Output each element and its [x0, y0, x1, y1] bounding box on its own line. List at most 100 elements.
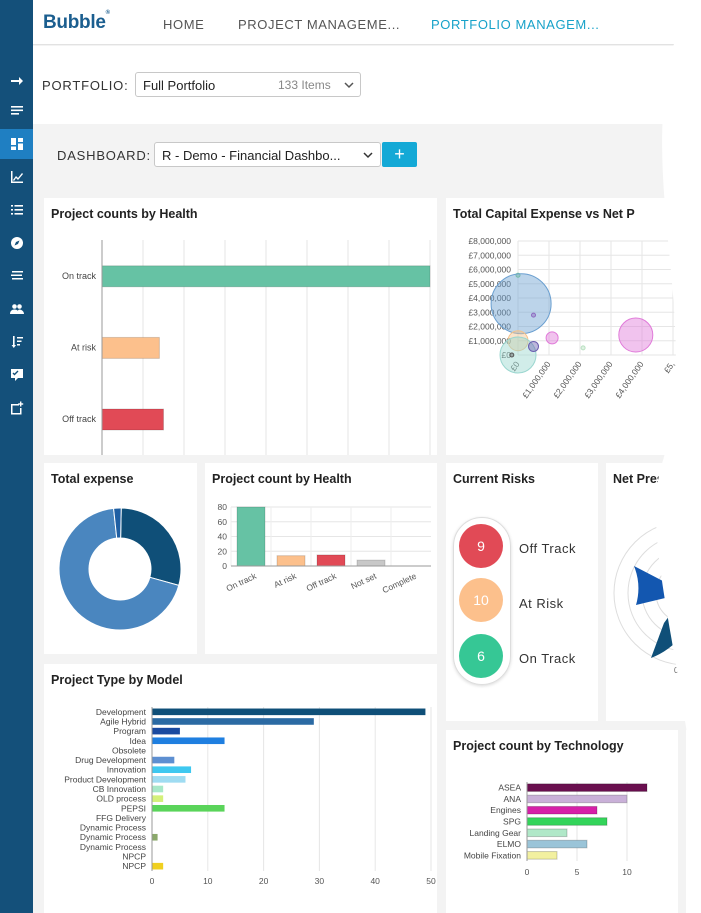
risk-circle-at-risk[interactable]: [459, 578, 503, 622]
y-tick-label: On track: [62, 271, 97, 281]
card-total-expense: Total expense: [44, 463, 197, 654]
x-tick-label: 50: [426, 876, 436, 886]
x-tick-label: 30: [315, 876, 325, 886]
bar[interactable]: [152, 795, 164, 802]
risk-value-at-risk: 10: [473, 592, 489, 608]
bubble-point[interactable]: [545, 331, 559, 345]
y-tick-label: Drug Development: [75, 755, 147, 765]
bar[interactable]: [152, 833, 158, 841]
list-icon[interactable]: [0, 96, 33, 126]
tab-home[interactable]: HOME: [163, 17, 205, 32]
bar[interactable]: [152, 727, 180, 735]
checklist-icon[interactable]: [0, 360, 33, 390]
bar[interactable]: [152, 862, 164, 870]
donut-slice[interactable]: [58, 507, 180, 631]
card-type-model: Project Type by Model 0 10 20 30 40 50 Develop…: [44, 664, 437, 913]
card-current-risks: Current Risks 9 10 6 Off Track At Risk O…: [446, 463, 598, 721]
traffic-light: [453, 517, 511, 685]
card-technology: Project count by Technology 0 5 10 ASEA ANA E…: [446, 730, 678, 913]
y-tick-label: Dynamic Process: [80, 823, 146, 833]
bar[interactable]: [152, 718, 314, 725]
card-health-col: Project count by Health 80 60 40 20 0 On trac…: [205, 463, 437, 654]
risk-label-off-track: Off Track: [519, 541, 576, 556]
risk-label-at-risk: At Risk: [519, 596, 564, 611]
x-tick-label: 10: [203, 876, 213, 886]
portfolio-value: Full Portfolio: [143, 78, 216, 93]
x-tick-label: 0: [150, 876, 155, 886]
y-tick-label: £3,000,000: [468, 307, 511, 317]
bubble-point[interactable]: [531, 312, 536, 318]
portfolio-select[interactable]: Full Portfolio 133 Items: [135, 72, 361, 97]
people-icon[interactable]: [0, 294, 33, 324]
y-tick-label: Mobile Fixation: [464, 850, 521, 860]
chevron-down-icon: [344, 82, 354, 89]
y-tick-label: £8,000,000: [468, 236, 511, 246]
y-tick-label: £4,000,000: [468, 293, 511, 303]
y-tick-label: £1,000,000: [468, 336, 511, 346]
compass-icon[interactable]: [0, 228, 33, 258]
donut-slice[interactable]: [113, 507, 122, 539]
bubble-point[interactable]: [528, 340, 539, 352]
card-title: Project count by Technology: [453, 739, 624, 753]
card-title: Project Type by Model: [51, 673, 183, 687]
y-tick-label: ANA: [504, 794, 522, 804]
bubble-point[interactable]: [490, 273, 552, 335]
risk-label-on-track: On Track: [519, 651, 576, 666]
y-tick-label: 40: [218, 532, 228, 542]
y-tick-label: Landing Gear: [469, 828, 521, 838]
y-tick-label: Product Development: [64, 774, 146, 784]
donut-slice[interactable]: [120, 507, 182, 586]
portfolio-label: PORTFOLIO:: [42, 78, 129, 93]
dashboard-value: R - Demo - Financial Dashbo...: [162, 148, 341, 163]
y-tick-label: 20: [218, 546, 228, 556]
line-chart-icon[interactable]: [0, 162, 33, 192]
x-tick-label: 20: [259, 876, 269, 886]
list-numbered-icon[interactable]: [0, 195, 33, 225]
dashboard-select[interactable]: R - Demo - Financial Dashbo...: [154, 142, 381, 167]
y-tick-label: £7,000,000: [468, 250, 511, 260]
bubble-point[interactable]: [499, 336, 537, 374]
bar[interactable]: [152, 776, 186, 783]
y-tick-label: Program: [113, 726, 146, 736]
dashboard-icon[interactable]: [0, 129, 33, 159]
bar[interactable]: [152, 756, 175, 764]
y-tick-label: SPG: [503, 817, 521, 827]
arrow-right-icon[interactable]: [0, 66, 33, 96]
risk-circle-off-track[interactable]: [459, 524, 503, 568]
tab-project-management[interactable]: PROJECT MANAGEME...: [238, 17, 401, 32]
bubble-point[interactable]: [618, 317, 654, 353]
bar[interactable]: [152, 708, 426, 716]
x-tick-label: 5: [575, 867, 580, 877]
tab-portfolio-management[interactable]: PORTFOLIO MANAGEM...: [431, 17, 600, 32]
lines-icon[interactable]: [0, 261, 33, 291]
card-health-bar: Project counts by Health 010203040506070…: [44, 198, 437, 455]
sort-icon[interactable]: [0, 327, 33, 357]
y-tick-label: Dynamic Process: [80, 832, 146, 842]
risk-value-off-track: 9: [477, 538, 485, 554]
y-tick-label: NPCP: [122, 861, 146, 871]
sidebar: [0, 0, 33, 913]
bar[interactable]: [152, 766, 192, 774]
y-tick-label: Dynamic Process: [80, 842, 146, 852]
bar[interactable]: [152, 785, 164, 793]
y-tick-label: £0: [502, 350, 512, 360]
y-tick-label: Agile Hybrid: [100, 716, 146, 726]
y-tick-label: Innovation: [107, 765, 146, 775]
bubble-point[interactable]: [509, 352, 515, 358]
add-dashboard-button[interactable]: +: [382, 142, 417, 167]
y-tick-label: 60: [218, 517, 228, 527]
column-bar[interactable]: [236, 506, 266, 567]
bubble-point[interactable]: [507, 330, 529, 352]
bar[interactable]: [152, 737, 225, 745]
logo[interactable]: Bubble®: [43, 10, 110, 33]
x-tick-label: 0: [525, 867, 530, 877]
capex-bubble-chart: £8,000,000 £7,000,000 £6,000,000 £5,000,000…: [468, 236, 701, 400]
y-tick-label: ELMO: [497, 839, 521, 849]
bubble-point[interactable]: [580, 345, 586, 351]
risk-circle-on-track[interactable]: [459, 634, 503, 678]
add-window-icon[interactable]: [0, 393, 33, 423]
bar[interactable]: [152, 804, 225, 812]
